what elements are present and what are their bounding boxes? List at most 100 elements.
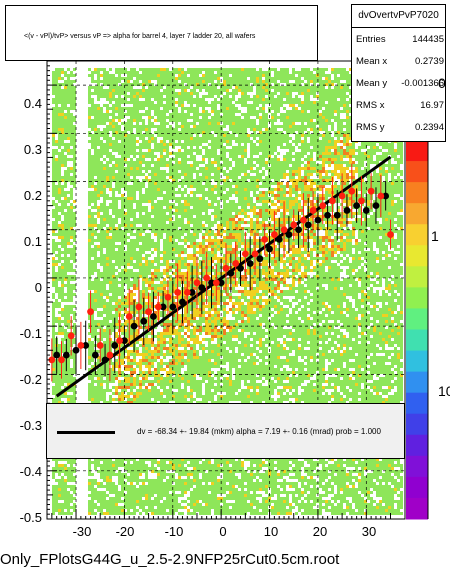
heat-cell (124, 233, 127, 236)
heat-cell (166, 512, 169, 515)
heat-cell (184, 191, 187, 194)
heat-cell (124, 476, 127, 479)
heat-cell (55, 386, 58, 389)
heat-cell (112, 245, 115, 248)
heat-cell (145, 224, 148, 227)
heat-cell (97, 89, 100, 92)
heat-cell (169, 191, 172, 194)
heat-cell (139, 113, 142, 116)
heat-cell (100, 185, 103, 188)
heat-cell (124, 212, 127, 215)
heat-cell (139, 155, 142, 158)
heat-cell (124, 170, 127, 173)
heat-cell (103, 398, 106, 401)
heat-cell (103, 269, 106, 272)
heat-cell (139, 95, 142, 98)
heat-cell (133, 245, 136, 248)
heat-cell (160, 281, 163, 284)
heat-cell (100, 191, 103, 194)
heat-cell (139, 146, 142, 149)
heat-cell (58, 296, 61, 299)
heat-cell (139, 497, 142, 500)
heat-cell (88, 269, 91, 272)
heat-cell (97, 290, 100, 293)
heat-cell (115, 386, 118, 389)
heat-cell (160, 272, 163, 275)
heat-cell (106, 215, 109, 218)
heat-cell (127, 83, 130, 86)
heat-cell (130, 491, 133, 494)
heat-cell (136, 227, 139, 230)
heat-cell (109, 302, 112, 305)
heat-cell (169, 134, 172, 137)
heat-cell (73, 509, 76, 512)
heat-cell (133, 140, 136, 143)
heat-cell (133, 224, 136, 227)
heat-cell (172, 245, 175, 248)
heat-cell (160, 395, 163, 398)
heat-cell (136, 383, 139, 386)
heat-cell (157, 473, 160, 476)
heat-cell (109, 68, 112, 71)
heat-cell (52, 134, 55, 137)
heat-cell (133, 83, 136, 86)
heat-cell (115, 299, 118, 302)
heat-cell (52, 182, 55, 185)
heat-cell (64, 182, 67, 185)
heat-cell (97, 185, 100, 188)
heat-cell (97, 104, 100, 107)
heat-cell (58, 227, 61, 230)
heat-cell (67, 362, 70, 365)
heat-cell (154, 71, 157, 74)
heat-cell (163, 269, 166, 272)
heat-cell (130, 206, 133, 209)
heat-cell (184, 206, 187, 209)
heat-cell (52, 149, 55, 152)
heat-cell (100, 293, 103, 296)
heat-cell (169, 104, 172, 107)
heat-cell (172, 488, 175, 491)
heat-cell (175, 179, 178, 182)
heat-cell (181, 71, 184, 74)
heat-cell (64, 215, 67, 218)
heat-cell (124, 482, 127, 485)
heat-cell (184, 131, 187, 134)
heat-cell (178, 365, 181, 368)
heat-cell (64, 506, 67, 509)
heat-cell (178, 506, 181, 509)
heat-cell (148, 83, 151, 86)
heat-cell (109, 290, 112, 293)
heat-cell (163, 284, 166, 287)
heat-cell (184, 161, 187, 164)
heat-cell (118, 125, 121, 128)
heat-cell (118, 509, 121, 512)
heat-cell (130, 290, 133, 293)
heat-cell (124, 278, 127, 281)
heat-cell (172, 131, 175, 134)
heat-cell (184, 401, 187, 404)
heat-cell (127, 101, 130, 104)
heat-cell (109, 257, 112, 260)
heat-cell (112, 380, 115, 383)
heat-cell (142, 350, 145, 353)
heat-cell (172, 92, 175, 95)
heat-cell (103, 281, 106, 284)
heat-cell (124, 80, 127, 83)
heat-cell (133, 152, 136, 155)
heat-cell (142, 89, 145, 92)
heat-cell (88, 179, 91, 182)
heat-cell (73, 131, 76, 134)
heat-cell (70, 230, 73, 233)
heat-cell (61, 467, 64, 470)
heat-cell (88, 494, 91, 497)
heat-cell (169, 389, 172, 392)
heat-cell (58, 377, 61, 380)
heat-cell (97, 248, 100, 251)
heat-cell (181, 506, 184, 509)
heat-cell (64, 311, 67, 314)
heat-cell (151, 251, 154, 254)
heat-cell (94, 161, 97, 164)
heat-cell (145, 281, 148, 284)
heat-cell (166, 401, 169, 404)
heat-cell (148, 215, 151, 218)
